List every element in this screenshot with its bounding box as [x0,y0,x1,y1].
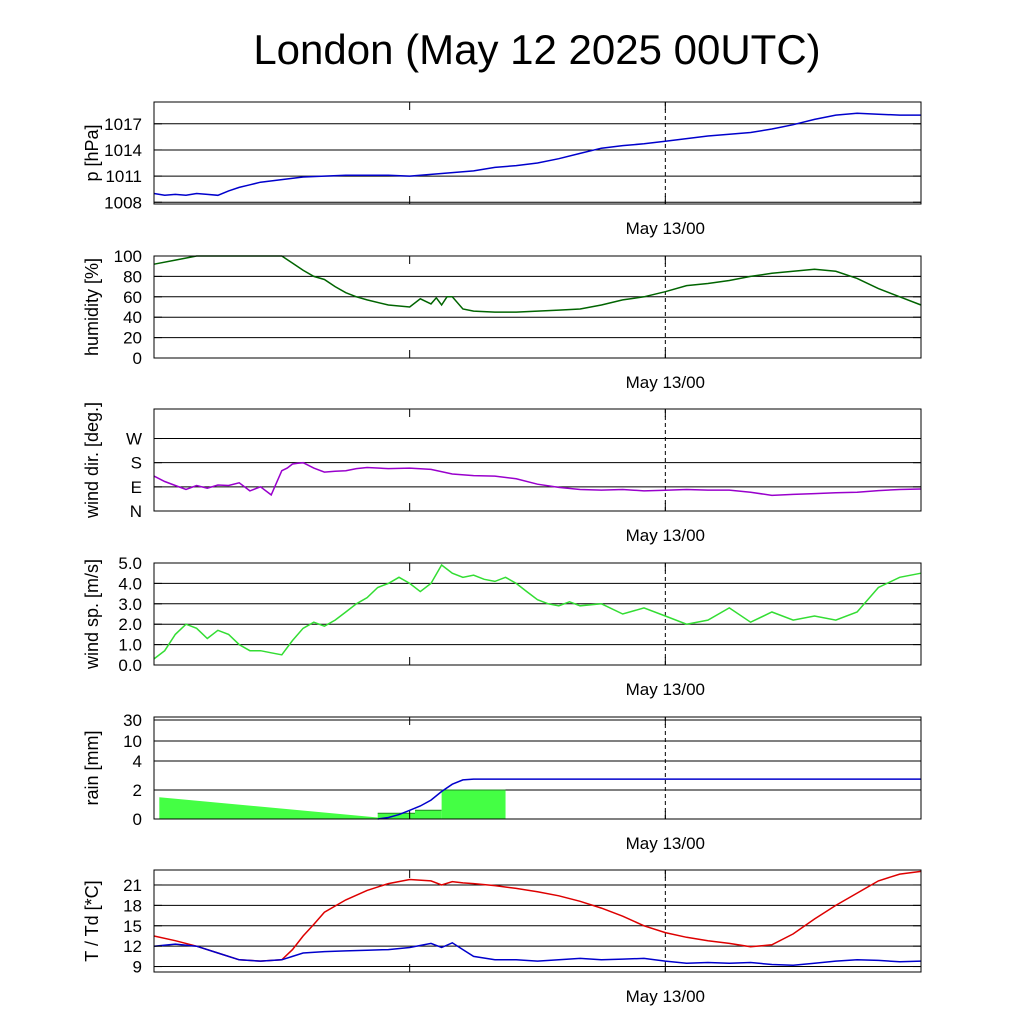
xtick-label-0: May 13/00 [626,219,705,238]
chart-title: London (May 12 2025 00UTC) [253,26,821,73]
ytick-label-3-5: 5.0 [118,554,142,573]
ytick-label-0-2: 1014 [104,141,142,160]
xtick-label-5: May 13/00 [626,987,705,1006]
ytick-label-5-3: 18 [123,896,142,915]
ytick-label-0-1: 1011 [105,167,142,186]
ytick-label-3-0: 0.0 [118,656,142,675]
rain-bar-2 [441,790,506,819]
ylabel-1: humidity [%] [82,258,102,356]
ytick-label-5-4: 21 [123,876,142,895]
ytick-label-5-0: 9 [133,958,142,977]
ytick-label-5-2: 15 [123,917,142,936]
ytick-label-2-1: E [131,478,142,497]
panel-frame-2 [153,408,922,512]
ylabel-0: p [hPa] [82,124,102,181]
rain-bar-1 [414,810,442,819]
series-line-5-0 [153,870,922,962]
ytick-label-3-3: 3.0 [118,595,142,614]
panel-frame-0 [153,101,922,205]
ylabel-2: wind dir. [deg.] [82,402,102,519]
ytick-label-2-2: S [131,454,142,473]
rain-wedge [159,797,378,819]
xtick-label-1: May 13/00 [626,373,705,392]
ytick-label-1-1: 20 [123,329,142,348]
ytick-label-5-1: 12 [123,937,142,956]
ytick-label-0-0: 1008 [104,193,142,212]
ytick-label-4-0: 0 [133,810,142,829]
ytick-label-1-0: 0 [133,349,142,368]
ytick-label-1-4: 80 [123,267,142,286]
ytick-label-2-3: W [126,430,142,449]
xtick-label-4: May 13/00 [626,834,705,853]
ytick-label-4-1: 2 [133,781,142,800]
series-line-3-0 [153,563,922,660]
series-line-2-0 [153,461,922,497]
series-line-5-1 [153,941,922,966]
ytick-label-3-2: 2.0 [118,615,142,634]
ytick-label-1-2: 40 [123,308,142,327]
ytick-label-0-3: 1017 [104,115,142,134]
ytick-label-2-0: N [130,502,142,521]
ytick-label-3-1: 1.0 [118,636,142,655]
ytick-label-4-4: 30 [123,711,142,730]
series-line-0-0 [153,112,921,197]
panel-frame-4 [153,716,922,820]
ylabel-3: wind sp. [m/s] [82,559,102,670]
ylabel-4: rain [mm] [82,730,102,805]
panel-frame-5 [153,869,922,973]
ytick-label-4-2: 4 [133,752,142,771]
ytick-label-1-5: 100 [114,247,142,266]
ytick-label-4-3: 10 [123,732,142,751]
series-line-1-0 [153,255,922,313]
xtick-label-3: May 13/00 [626,680,705,699]
ylabel-5: T / Td [*C] [82,880,102,961]
ytick-label-1-3: 60 [123,288,142,307]
panel-frame-3 [153,562,922,666]
ytick-label-3-4: 4.0 [118,574,142,593]
xtick-label-2: May 13/00 [626,526,705,545]
series-line-4-0 [377,778,921,820]
panel-frame-1 [153,255,922,359]
